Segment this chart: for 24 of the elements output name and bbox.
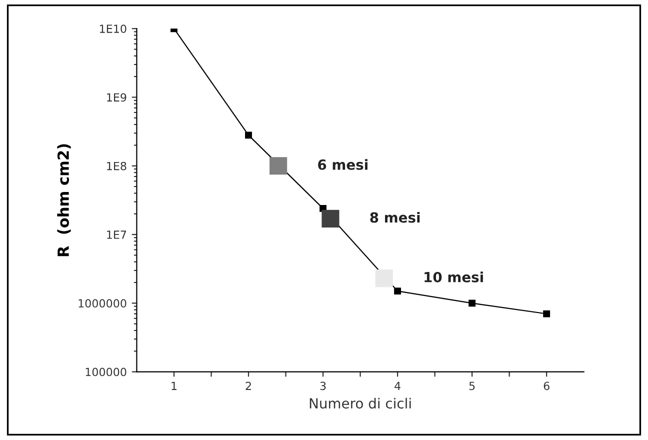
x-tick-label: 6 <box>544 382 550 390</box>
x-tick-label: 4 <box>394 382 400 390</box>
point <box>270 157 288 175</box>
y-tick-label: 100000 <box>86 368 126 376</box>
y-tick-label: 1E7 <box>107 230 126 239</box>
annotation: 10 mesi <box>424 272 483 282</box>
x-tick-label: 1 <box>172 382 176 390</box>
x-tick-label: 5 <box>469 382 475 390</box>
point <box>375 270 393 288</box>
x-tick-label: 2 <box>246 382 251 390</box>
y-tick-label: 1E8 <box>107 162 126 170</box>
annotation: 6 mesi <box>318 159 368 170</box>
y-tick-label: 1E9 <box>107 93 126 102</box>
annotation: 8 mesi <box>370 212 420 223</box>
y-tick-label: 1000000 <box>78 299 126 308</box>
x-tick-label: 3 <box>320 382 326 390</box>
point <box>543 310 550 318</box>
point <box>245 132 252 139</box>
y-tick-label: 1E10 <box>100 24 126 33</box>
point <box>322 210 340 228</box>
point <box>468 300 476 307</box>
x-axis-title: Numero di cicli <box>310 398 411 409</box>
y-axis-title: R (ohm cm2) <box>57 144 71 256</box>
point <box>394 288 402 295</box>
